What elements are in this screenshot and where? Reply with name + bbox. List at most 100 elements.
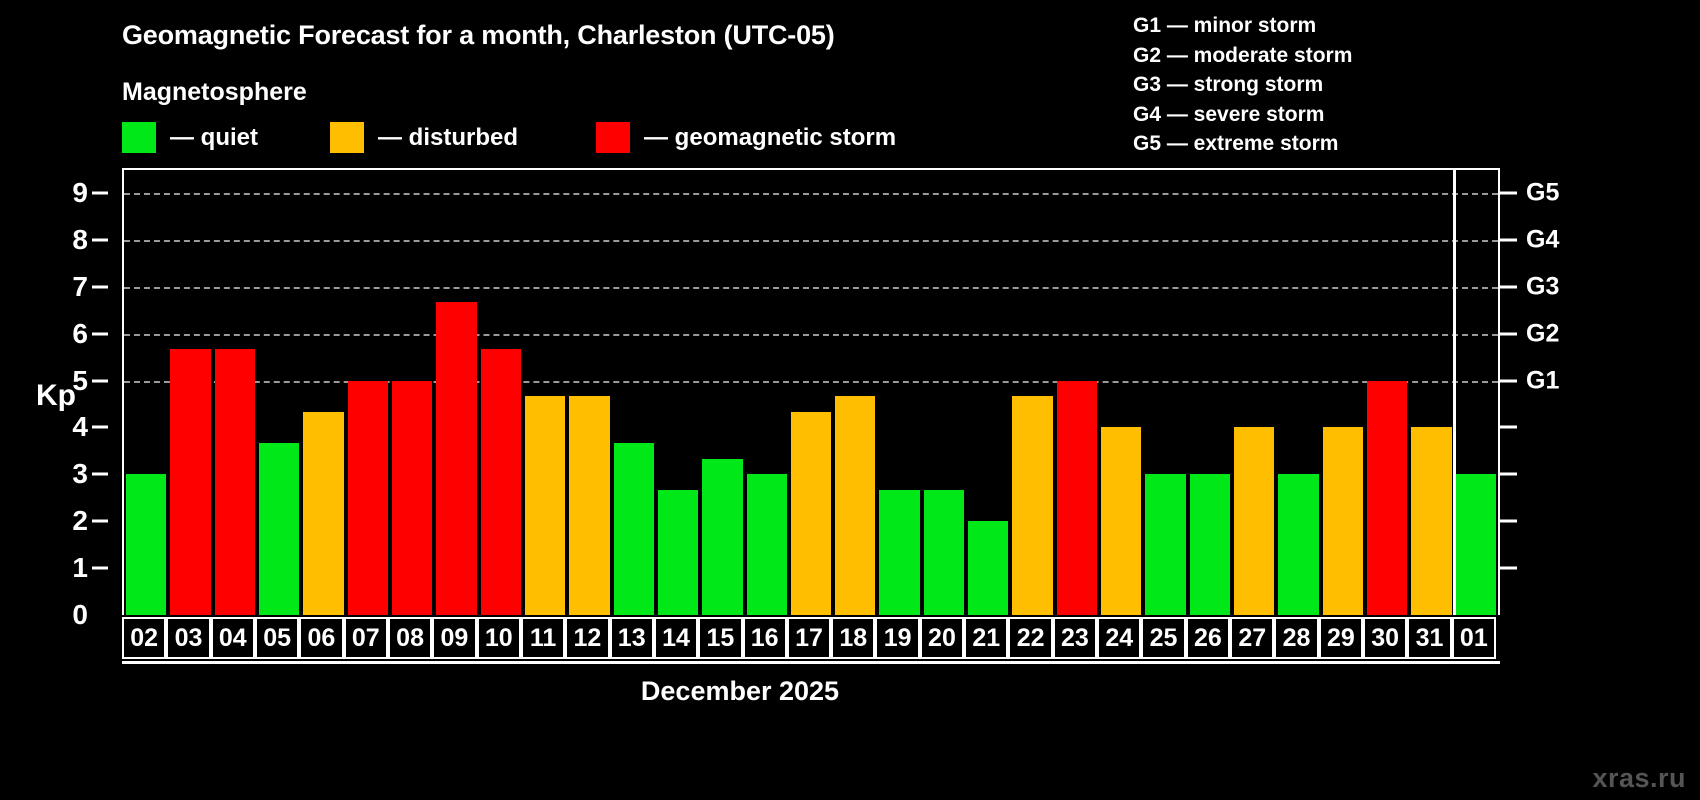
bar-day-04[interactable] [214, 349, 255, 615]
bar-day-15[interactable] [702, 458, 743, 615]
bar-day-01[interactable] [1455, 474, 1496, 615]
bar-day-31[interactable] [1411, 427, 1452, 615]
bar-day-21[interactable] [968, 521, 1009, 615]
bar-day-07[interactable] [347, 380, 388, 615]
bar-day-10[interactable] [480, 349, 521, 615]
g-tick-mark-G2 [1500, 332, 1517, 336]
bar-day-29[interactable] [1322, 427, 1364, 615]
x-axis-date-29[interactable]: 29 [1318, 617, 1364, 659]
bar-day-24[interactable] [1101, 427, 1142, 615]
x-axis-date-28[interactable]: 28 [1274, 617, 1319, 659]
y-tick-label-3: 3 [72, 458, 88, 490]
plot-frame [122, 168, 1500, 615]
bar-day-19[interactable] [879, 489, 920, 615]
x-axis-date-14[interactable]: 14 [653, 617, 699, 659]
bar-day-30[interactable] [1367, 380, 1408, 615]
g-minor-tick-1 [1500, 566, 1517, 570]
bar-slot [214, 170, 255, 615]
y-tick-mark-7 [92, 285, 108, 289]
bar-day-02[interactable] [126, 474, 167, 615]
bar-day-25[interactable] [1145, 474, 1186, 615]
x-axis-date-16[interactable]: 16 [742, 617, 787, 659]
bar-slot [303, 170, 344, 615]
bar-day-22[interactable] [1012, 395, 1053, 615]
x-axis-date-18[interactable]: 18 [831, 617, 876, 659]
x-axis-date-row: 02 03 04 05 06 07 08 09 10 11 12 13 14 15 16 17 18 19 20 21… [122, 617, 1500, 659]
bar-slot [968, 170, 1009, 615]
bar-day-17[interactable] [790, 411, 832, 615]
x-axis-date-22[interactable]: 22 [1008, 617, 1053, 659]
month-separator-line [1452, 170, 1456, 615]
x-axis-title-text: December 2025 [640, 676, 840, 706]
x-axis-date-21[interactable]: 21 [964, 617, 1009, 659]
bar-slot [436, 170, 477, 615]
x-axis-date-23[interactable]: 23 [1052, 617, 1098, 659]
gridline-kp-5 [124, 380, 1498, 383]
g-tick-label-G3: G3 [1526, 272, 1560, 301]
bar-slot [1012, 170, 1053, 615]
y-tick-mark-9 [92, 191, 108, 195]
x-axis-date-26[interactable]: 26 [1185, 617, 1231, 659]
y-tick-label-5: 5 [72, 364, 88, 396]
bar-day-11[interactable] [524, 395, 566, 615]
bar-day-14[interactable] [657, 489, 699, 615]
bar-day-12[interactable] [569, 395, 610, 615]
bar-day-26[interactable] [1189, 474, 1231, 615]
x-axis-date-07[interactable]: 07 [343, 617, 388, 659]
bar-day-28[interactable] [1278, 474, 1319, 615]
bar-slot [702, 170, 743, 615]
bar-day-20[interactable] [923, 489, 965, 615]
x-axis-date-15[interactable]: 15 [698, 617, 743, 659]
x-axis-date-10[interactable]: 10 [476, 617, 521, 659]
legend-swatch-disturbed [330, 122, 364, 153]
bar-day-23[interactable] [1056, 380, 1098, 615]
x-axis-date-05[interactable]: 05 [254, 617, 300, 659]
bar-day-05[interactable] [258, 442, 300, 615]
x-axis-date-17[interactable]: 17 [786, 617, 832, 659]
x-axis-date-30[interactable]: 30 [1363, 617, 1408, 659]
magnetosphere-legend: — quiet — disturbed — geomagnetic storm [122, 122, 896, 153]
g-tick-label-G4: G4 [1526, 225, 1560, 254]
x-axis-date-06[interactable]: 06 [299, 617, 344, 659]
x-axis-date-31[interactable]: 31 [1407, 617, 1452, 659]
x-axis-title: December 2025 [0, 676, 1700, 707]
bar-slot [1101, 170, 1142, 615]
x-axis-date-11[interactable]: 11 [520, 617, 566, 659]
legend-label-disturbed: — disturbed [378, 123, 519, 151]
y-tick-mark-5 [92, 379, 108, 382]
x-axis-date-02[interactable]: 02 [122, 617, 167, 659]
y-tick-label-4: 4 [72, 411, 88, 443]
x-axis-date-20[interactable]: 20 [919, 617, 965, 659]
bar-day-27[interactable] [1234, 427, 1275, 615]
bar-day-06[interactable] [303, 411, 344, 615]
bar-slot [391, 170, 433, 615]
legend-item-storm: — geomagnetic storm [596, 122, 896, 153]
x-axis-date-01[interactable]: 01 [1451, 617, 1496, 659]
x-axis-date-04[interactable]: 04 [210, 617, 255, 659]
x-axis-date-09[interactable]: 09 [432, 617, 477, 659]
x-axis-date-27[interactable]: 27 [1230, 617, 1275, 659]
x-axis-date-19[interactable]: 19 [875, 617, 920, 659]
bar-slot [879, 170, 920, 615]
bar-slot [1278, 170, 1319, 615]
x-axis-date-08[interactable]: 08 [387, 617, 433, 659]
bar-day-13[interactable] [613, 442, 654, 615]
bar-day-16[interactable] [746, 474, 787, 615]
x-axis-date-12[interactable]: 12 [565, 617, 610, 659]
bar-day-08[interactable] [391, 380, 433, 615]
bar-day-03[interactable] [170, 349, 211, 615]
x-axis-date-13[interactable]: 13 [609, 617, 654, 659]
g-tick-mark-G3 [1500, 285, 1517, 289]
bar-slot [657, 170, 699, 615]
x-axis-date-25[interactable]: 25 [1141, 617, 1186, 659]
g-tick-label-G1: G1 [1526, 366, 1560, 394]
bar-day-09[interactable] [436, 302, 477, 615]
x-axis-date-24[interactable]: 24 [1097, 617, 1142, 659]
legend-swatch-storm [596, 122, 631, 153]
bar-day-18[interactable] [835, 395, 876, 615]
bar-slot [1234, 170, 1275, 615]
g-minor-tick-3 [1500, 472, 1517, 476]
g-minor-tick-2 [1500, 519, 1517, 523]
y-tick-label-8: 8 [72, 223, 88, 255]
x-axis-date-03[interactable]: 03 [166, 617, 211, 659]
